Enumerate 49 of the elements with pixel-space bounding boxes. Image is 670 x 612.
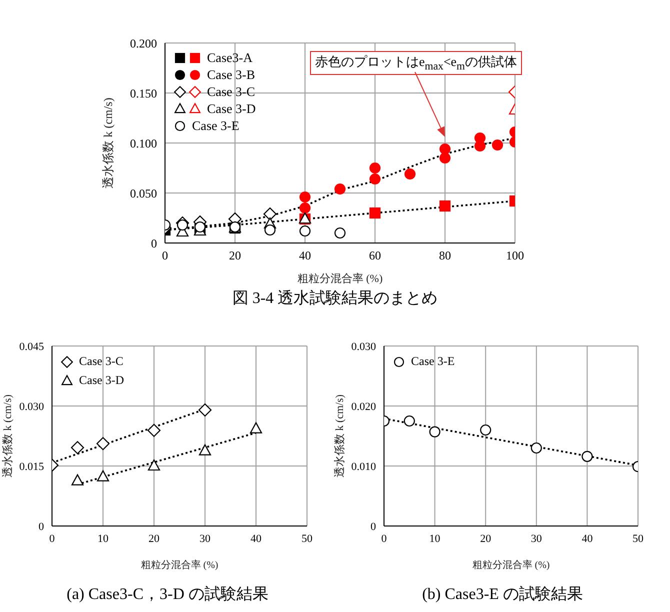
legend-label: Case 3-C <box>207 83 256 100</box>
x-tick-label: 50 <box>302 532 313 545</box>
x-tick-label: 10 <box>429 532 441 545</box>
y-tick-label: 0.045 <box>19 340 44 353</box>
x-tick-label: 80 <box>439 248 451 263</box>
y-tick-label: 0.100 <box>130 136 157 150</box>
y-tick-label: 0.020 <box>351 400 376 413</box>
legend-label: Case 3-B <box>207 66 256 83</box>
y-tick-label: 0 <box>151 236 157 250</box>
y-tick-label: 0.200 <box>130 36 157 50</box>
legend-label: Case 3-D <box>79 372 124 389</box>
x-axis-title: 粗粒分混合率 (%) <box>472 559 550 571</box>
y-axis-title: 透水係数 k (cm/s) <box>100 96 116 190</box>
x-tick-label: 0 <box>162 248 168 263</box>
x-tick-label: 100 <box>506 248 524 263</box>
legend-label: Case 3-E <box>192 117 240 134</box>
y-axis-title: 透水係数 k (cm/s) <box>333 393 347 480</box>
x-tick-label: 30 <box>530 532 542 545</box>
x-tick-label: 30 <box>200 532 211 545</box>
x-tick-label: 10 <box>98 532 109 545</box>
x-tick-label: 40 <box>582 532 594 545</box>
y-tick-label: 0.050 <box>130 186 157 200</box>
legend-label: Case 3-E <box>411 353 455 370</box>
annotation: 赤色のプロットはe$_{max}$<e$_{m}$の供試体 <box>310 51 522 75</box>
x-tick-label: 0 <box>49 532 56 545</box>
text: 図 3-4 透水試験結果のまとめ <box>231 288 439 309</box>
x-tick-label: 20 <box>148 532 160 545</box>
y-tick-label: 0.010 <box>351 460 376 473</box>
y-axis-title: 透水係数 k (cm/s) <box>1 393 15 480</box>
y-tick-label: 0.150 <box>130 86 157 100</box>
x-axis-title: 粗粒分混合率 (%) <box>140 559 218 571</box>
x-tick-label: 60 <box>369 248 381 263</box>
legend-label: Case3-A <box>207 49 252 66</box>
y-tick-label: 0 <box>370 520 376 533</box>
x-tick-label: 40 <box>299 248 311 263</box>
y-tick-label: 0.015 <box>19 460 44 473</box>
x-tick-label: 20 <box>229 248 241 263</box>
x-axis-title: 粗粒分混合率 (%) <box>297 272 383 285</box>
y-tick-label: 0 <box>38 520 44 533</box>
legend-label: Case 3-D <box>207 100 256 117</box>
x-tick-label: 40 <box>250 532 262 545</box>
x-tick-label: 20 <box>480 532 492 545</box>
text: (a) Case3-C，3-D の試験結果 <box>66 584 270 605</box>
legend-label: Case 3-C <box>79 353 124 370</box>
x-tick-label: 50 <box>632 532 644 545</box>
text: (b) Case3-E の試験結果 <box>421 584 584 605</box>
x-tick-label: 0 <box>381 532 388 545</box>
y-tick-label: 0.030 <box>351 340 376 353</box>
y-tick-label: 0.030 <box>19 400 44 413</box>
